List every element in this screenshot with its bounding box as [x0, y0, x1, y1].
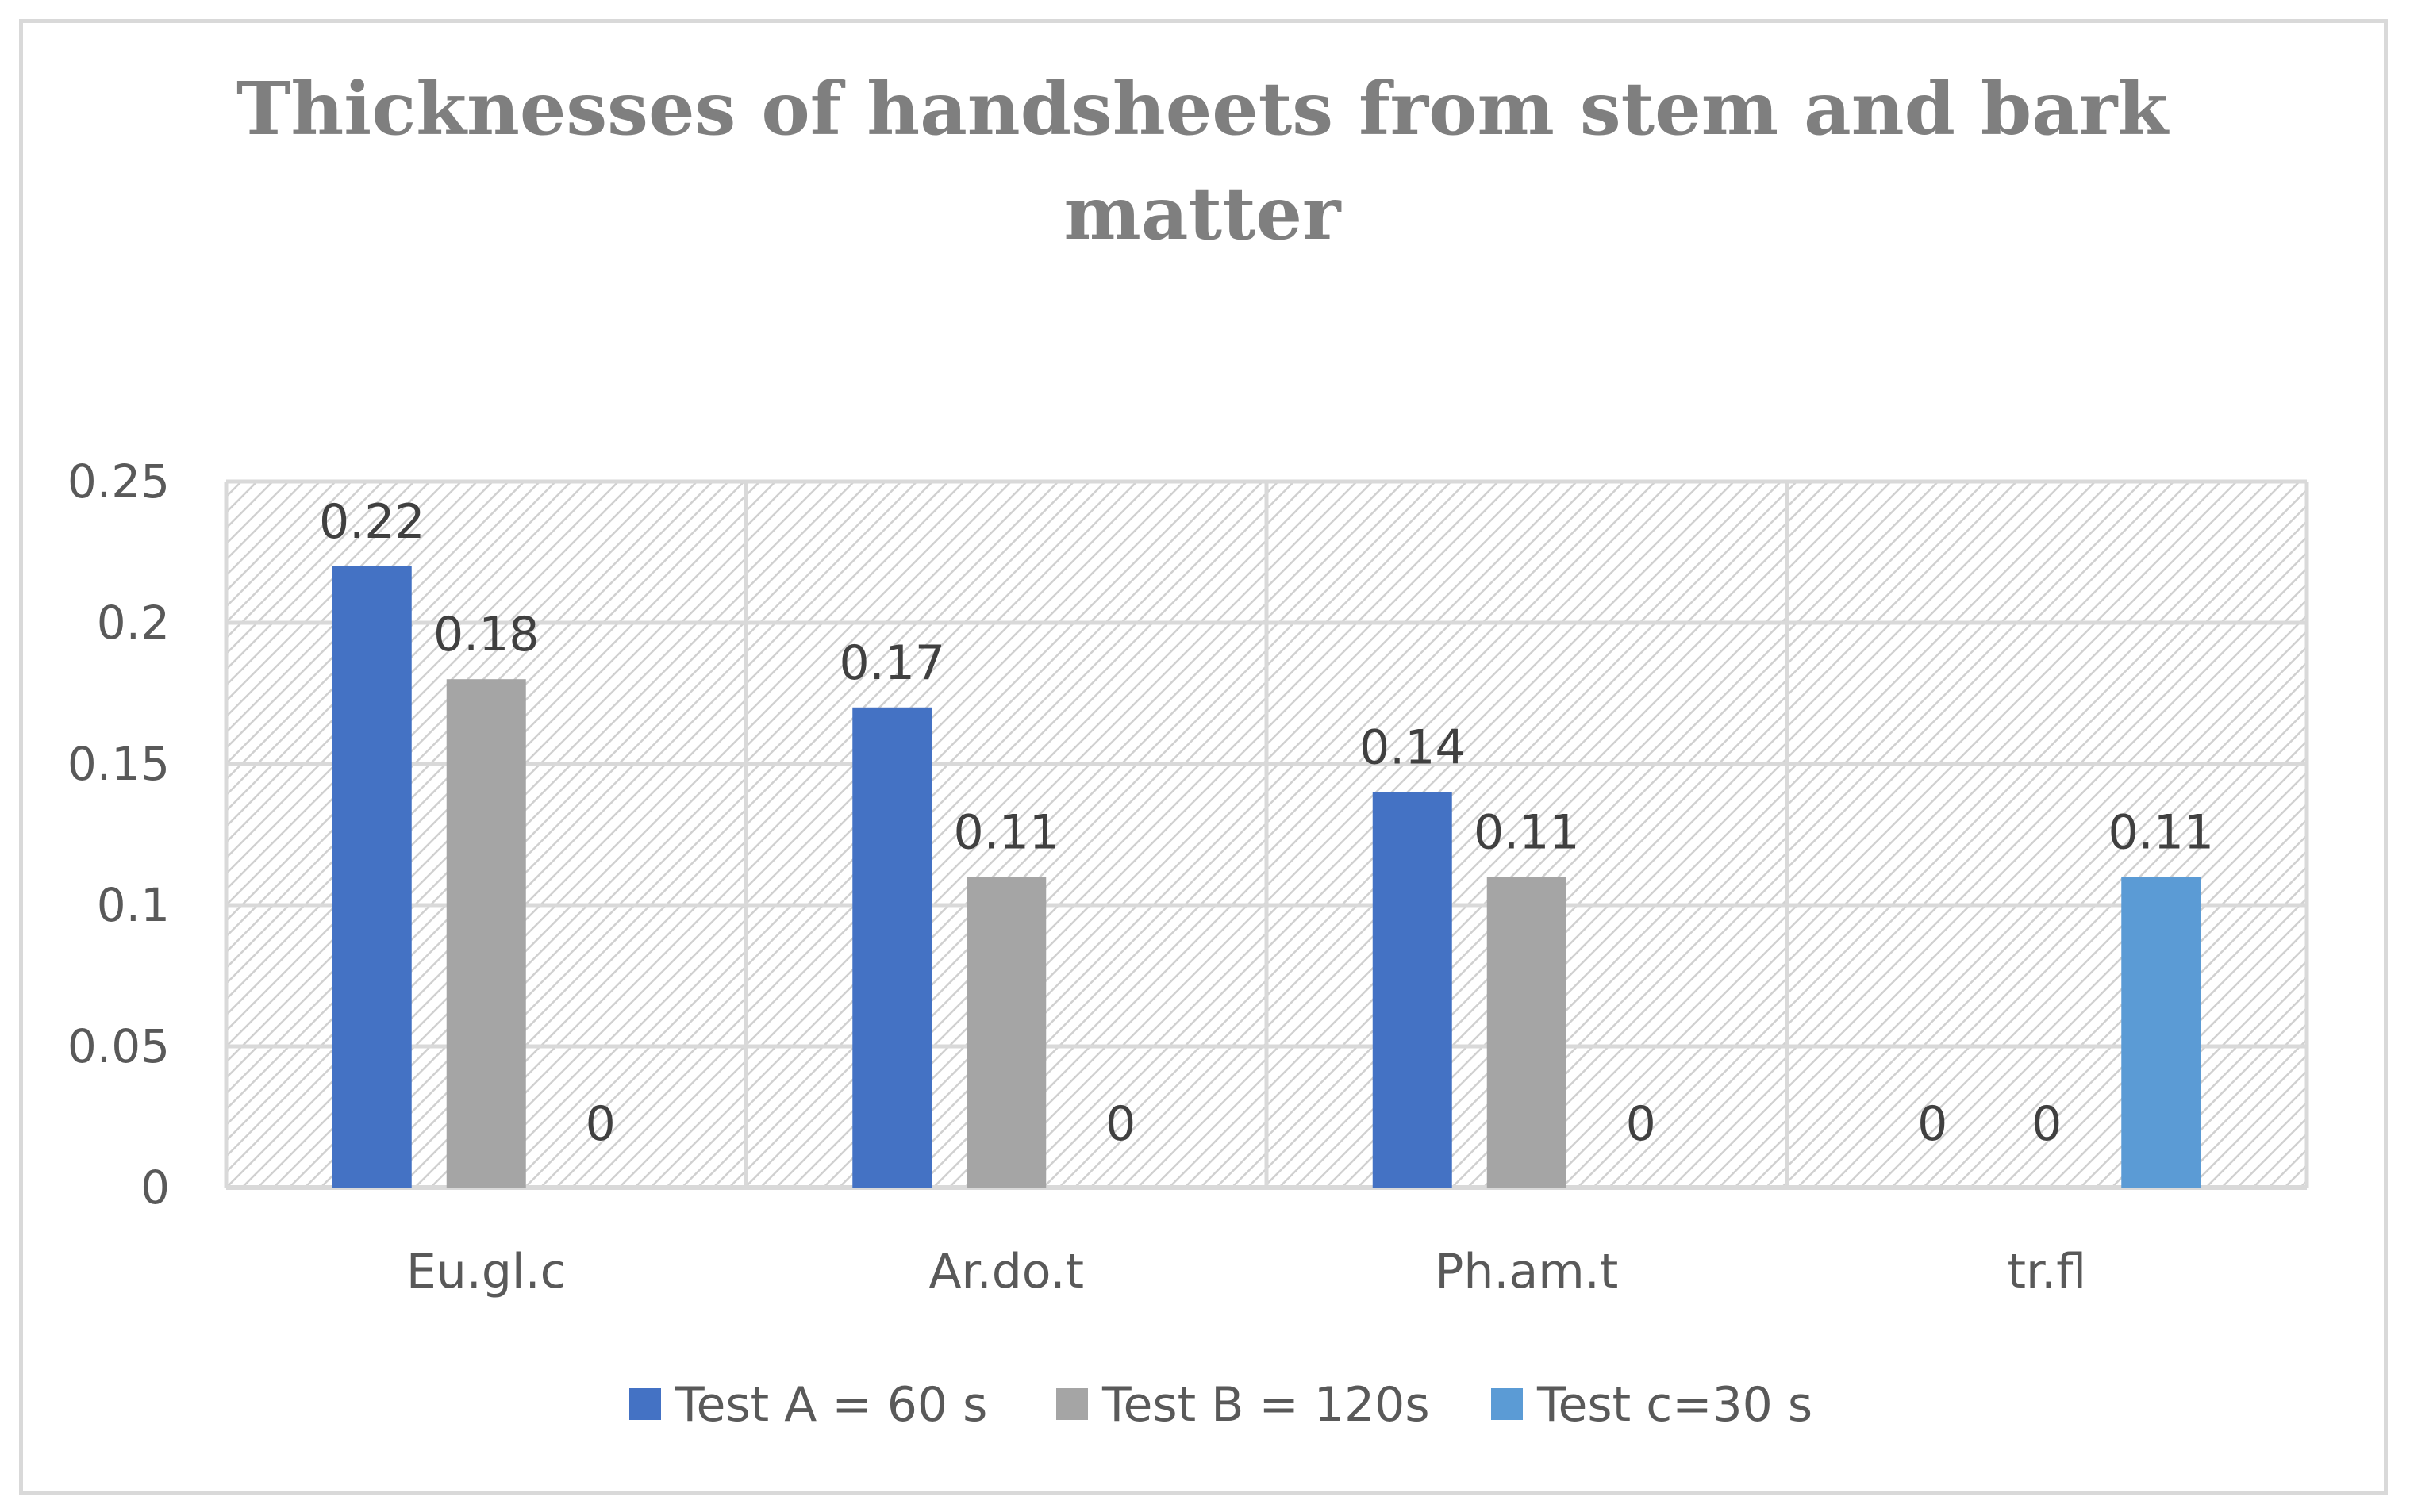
y-tick-label: 0.1 — [97, 878, 170, 932]
y-axis: 0 0.05 0.1 0.15 0.2 0.25 — [67, 455, 170, 1215]
legend: Test A = 60 s Test B = 120s Test c=30 s — [629, 1377, 1812, 1433]
chart-title: Thicknesses of handsheets from stem and … — [236, 66, 2170, 256]
bar-2-Eu.gl.c — [446, 679, 526, 1188]
x-category-label: Ar.do.t — [928, 1244, 1084, 1299]
y-tick-label: 0.2 — [97, 596, 170, 650]
legend-swatch-1 — [629, 1388, 661, 1420]
data-label: 0.11 — [953, 804, 1059, 860]
chart-title-line-2: matter — [1064, 171, 1342, 256]
data-label: 0.22 — [319, 494, 425, 550]
data-label: 0 — [1105, 1096, 1136, 1152]
data-label: 0.11 — [2108, 804, 2214, 860]
x-category-label: Eu.gl.c — [406, 1244, 567, 1299]
data-label: 0.17 — [839, 635, 945, 691]
chart-title-line-1: Thicknesses of handsheets from stem and … — [236, 66, 2170, 152]
x-axis: Eu.gl.c Ar.do.t Ph.am.t tr.fl — [406, 1244, 2086, 1299]
data-label: 0.18 — [433, 607, 540, 662]
bar-chart: Thicknesses of handsheets from stem and … — [67, 66, 2309, 1433]
legend-swatch-2 — [1056, 1388, 1088, 1420]
data-label: 0 — [1917, 1096, 1947, 1152]
y-tick-label: 0.25 — [67, 455, 170, 508]
bar-2-Ph.am.t — [1486, 877, 1566, 1188]
legend-label-2: Test B = 120s — [1101, 1377, 1430, 1433]
chart-frame: Thicknesses of handsheets from stem and … — [19, 19, 2388, 1495]
data-label: 0 — [2031, 1096, 2062, 1152]
y-tick-label: 0.05 — [67, 1019, 170, 1073]
bar-3-tr.fl — [2121, 877, 2201, 1188]
x-category-label: Ph.am.t — [1435, 1244, 1618, 1299]
y-tick-label: 0 — [140, 1161, 170, 1215]
data-label: 0 — [1626, 1096, 1656, 1152]
legend-label-3: Test c=30 s — [1536, 1377, 1812, 1433]
bar-1-Eu.gl.c — [332, 566, 412, 1188]
bar-2-Ar.do.t — [967, 877, 1047, 1188]
legend-swatch-3 — [1491, 1388, 1523, 1420]
bars — [332, 566, 2201, 1188]
bar-1-Ar.do.t — [852, 707, 932, 1188]
bar-1-Ph.am.t — [1372, 792, 1452, 1188]
data-label: 0.14 — [1359, 720, 1466, 776]
gridlines — [224, 479, 2309, 1190]
legend-label-1: Test A = 60 s — [675, 1377, 987, 1433]
x-category-label: tr.fl — [2007, 1244, 2086, 1299]
data-label: 0.11 — [1474, 804, 1580, 860]
data-label: 0 — [586, 1096, 616, 1152]
y-tick-label: 0.15 — [67, 737, 170, 791]
